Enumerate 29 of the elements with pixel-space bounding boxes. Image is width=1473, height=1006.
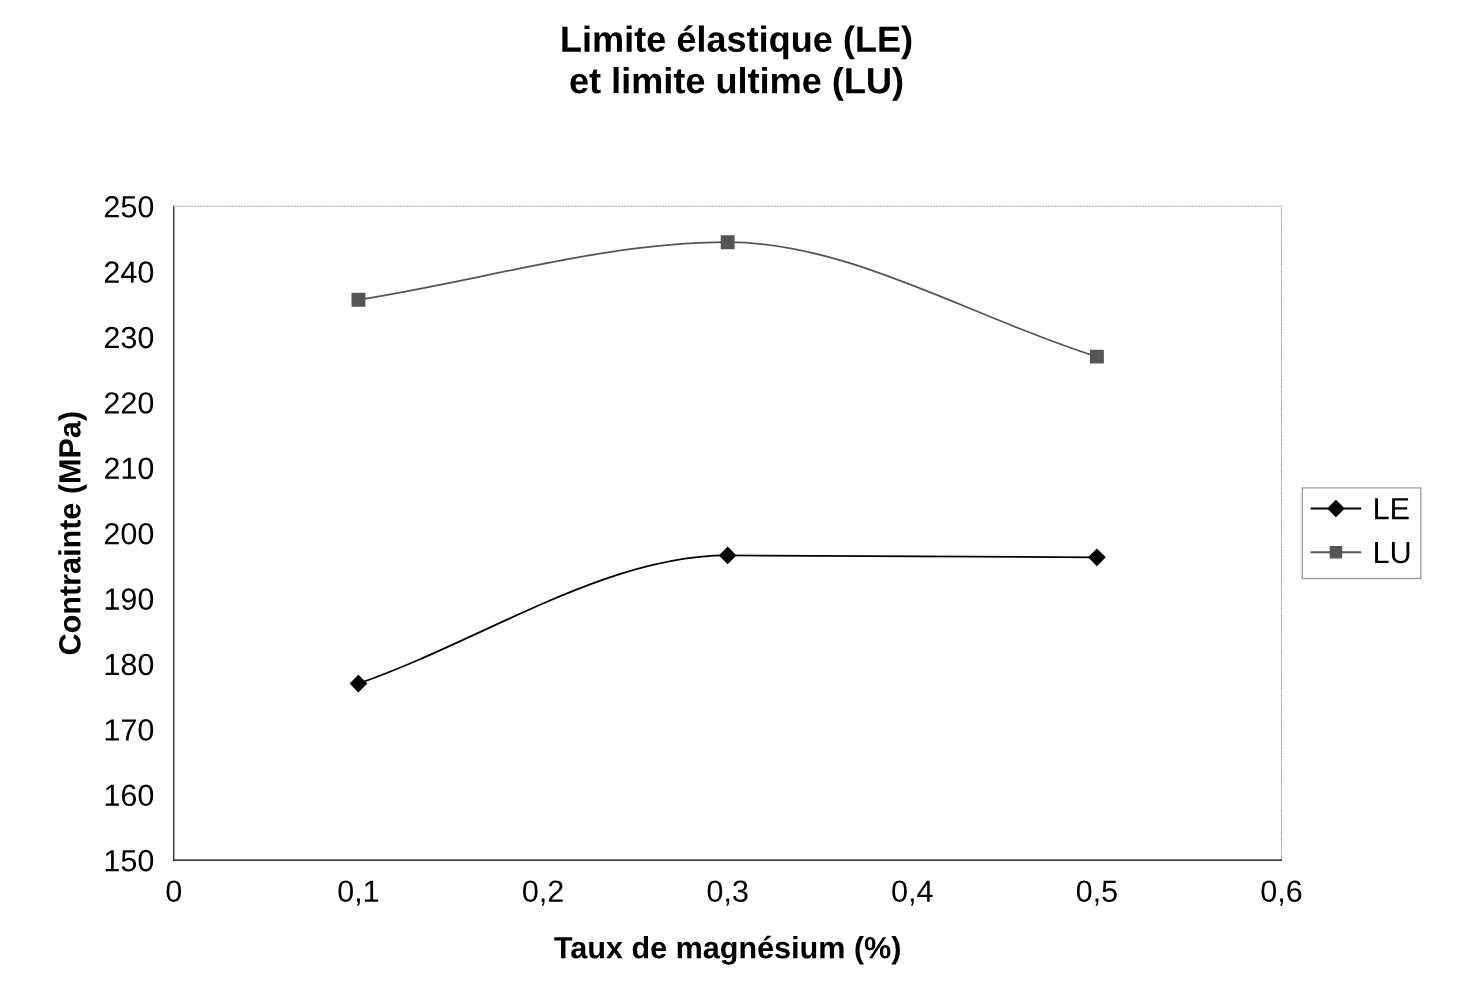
x-tick-label: 0,3 <box>707 880 748 906</box>
y-tick-label: 170 <box>105 719 154 741</box>
point <box>349 675 367 693</box>
y-tick-label: 220 <box>104 392 154 414</box>
y-tick-label: 200 <box>104 522 154 545</box>
y-tick-label: 190 <box>105 588 154 610</box>
x-tick-label: 0 <box>166 880 182 903</box>
point <box>351 292 366 307</box>
y-tick-label: 160 <box>105 784 154 807</box>
y-tick-label: 250 <box>104 195 154 218</box>
chart-title: Limite élastique (LE) et limite ultime (LU) <box>562 25 912 101</box>
point <box>1088 548 1106 566</box>
x-tick-label: 0,5 <box>1076 880 1117 906</box>
x-tick-label: 0,1 <box>338 880 379 906</box>
x-tick-label: 0,2 <box>523 880 563 906</box>
y-tick-label: 150 <box>105 849 154 872</box>
y-tick-label: 230 <box>104 326 154 349</box>
x-tick-label: 0,6 <box>1261 880 1302 906</box>
y-tick-label: 210 <box>104 457 154 480</box>
x-tick-label: 0,4 <box>892 880 933 906</box>
legend-label: LU <box>1375 541 1410 564</box>
x-axis-title: Taux de magnésium (%) <box>554 935 900 965</box>
point <box>1089 349 1104 364</box>
y-tick-label: 180 <box>105 653 154 676</box>
y-tick-label: 240 <box>104 261 154 283</box>
y-axis-title: Contrainte (MPa) <box>58 412 87 655</box>
legend-label: LE <box>1375 498 1409 520</box>
point <box>720 235 735 250</box>
point <box>719 546 737 564</box>
